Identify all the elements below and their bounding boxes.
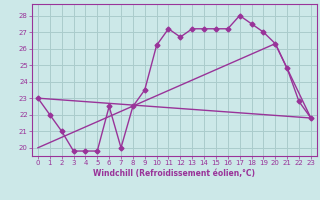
X-axis label: Windchill (Refroidissement éolien,°C): Windchill (Refroidissement éolien,°C) (93, 169, 255, 178)
